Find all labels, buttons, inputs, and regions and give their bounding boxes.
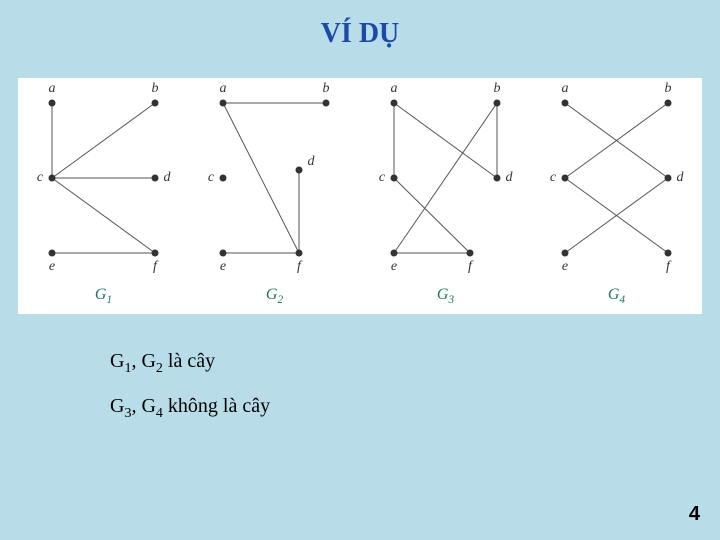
node-label-a: a — [220, 81, 227, 97]
node-label-e: e — [562, 259, 568, 275]
graph-panel-g1: a b c d e f G1 — [18, 78, 189, 314]
graph-label: G2 — [189, 286, 360, 306]
node-label-c: c — [208, 170, 214, 186]
graph-panel-g3: a b c d e f G3 — [360, 78, 531, 314]
node-d — [296, 167, 303, 174]
graph-label: G1 — [18, 286, 189, 306]
node-a — [220, 100, 227, 107]
node-d — [494, 175, 501, 182]
node-label-c: c — [379, 170, 385, 186]
node-label-a: a — [391, 81, 398, 97]
figure-area: a b c d e f G1 a b c d e f G2 a b c d e f G3 a b c d e f G4 — [18, 78, 702, 314]
node-b — [323, 100, 330, 107]
node-label-f: f — [666, 259, 670, 275]
caption-text: G — [110, 350, 124, 372]
node-b — [494, 100, 501, 107]
node-c — [49, 175, 56, 182]
node-c — [391, 175, 398, 182]
graph-label: G4 — [531, 286, 702, 306]
node-label-e: e — [391, 259, 397, 275]
node-label-d: d — [164, 170, 171, 186]
node-label-a: a — [562, 81, 569, 97]
page-number: 4 — [689, 503, 700, 526]
node-b — [665, 100, 672, 107]
graph-edges — [189, 78, 360, 314]
node-c — [562, 175, 569, 182]
caption-text: là cây — [163, 350, 215, 372]
node-d — [665, 175, 672, 182]
node-label-e: e — [49, 259, 55, 275]
node-e — [49, 250, 56, 257]
node-label-b: b — [152, 81, 159, 97]
caption-text: G — [110, 395, 124, 417]
caption-sub: 2 — [156, 361, 163, 376]
caption-text: , G — [131, 395, 155, 417]
node-label-b: b — [665, 81, 672, 97]
graph-panel-g2: a b c d e f G2 — [189, 78, 360, 314]
node-e — [562, 250, 569, 257]
caption-text: không là cây — [163, 395, 270, 417]
slide-title: VÍ DỤ — [0, 0, 720, 50]
node-label-f: f — [468, 259, 472, 275]
caption-sub: 4 — [156, 406, 163, 421]
node-a — [391, 100, 398, 107]
graph-edges — [360, 78, 531, 314]
node-label-e: e — [220, 259, 226, 275]
edge — [394, 178, 470, 253]
edge — [52, 103, 155, 178]
node-f — [665, 250, 672, 257]
node-d — [152, 175, 159, 182]
graph-edges — [18, 78, 189, 314]
node-label-a: a — [49, 81, 56, 97]
edge — [52, 178, 155, 253]
node-label-d: d — [308, 154, 315, 170]
node-label-b: b — [494, 81, 501, 97]
caption-text: , G — [131, 350, 155, 372]
caption-block: G1, G2 là cây G3, G4 không là cây — [110, 350, 270, 440]
graph-edges — [531, 78, 702, 314]
graph-label: G3 — [360, 286, 531, 306]
node-label-c: c — [550, 170, 556, 186]
node-a — [49, 100, 56, 107]
node-label-b: b — [323, 81, 330, 97]
node-label-f: f — [297, 259, 301, 275]
node-label-f: f — [153, 259, 157, 275]
node-label-d: d — [506, 170, 513, 186]
node-e — [220, 250, 227, 257]
node-c — [220, 175, 227, 182]
node-label-c: c — [37, 170, 43, 186]
node-f — [296, 250, 303, 257]
node-f — [467, 250, 474, 257]
caption-line-2: G3, G4 không là cây — [110, 395, 270, 422]
node-label-d: d — [677, 170, 684, 186]
caption-line-1: G1, G2 là cây — [110, 350, 270, 377]
node-e — [391, 250, 398, 257]
edge — [394, 103, 497, 178]
edge — [223, 103, 299, 253]
graph-panel-g4: a b c d e f G4 — [531, 78, 702, 314]
node-b — [152, 100, 159, 107]
node-f — [152, 250, 159, 257]
node-a — [562, 100, 569, 107]
edge — [394, 103, 497, 253]
